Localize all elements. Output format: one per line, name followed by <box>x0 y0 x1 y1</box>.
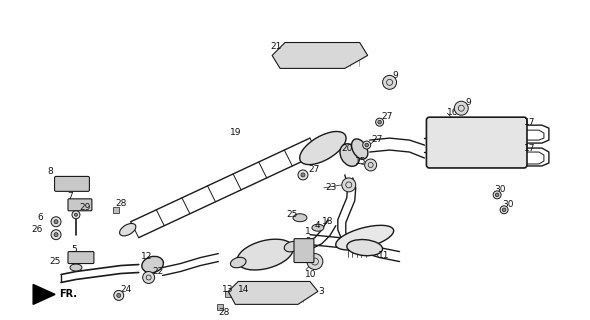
FancyBboxPatch shape <box>294 239 314 262</box>
Text: 23: 23 <box>325 183 336 192</box>
Text: 13: 13 <box>222 285 234 294</box>
Ellipse shape <box>293 214 307 222</box>
Text: 27: 27 <box>372 135 383 144</box>
Ellipse shape <box>237 239 293 270</box>
Text: 30: 30 <box>494 185 506 194</box>
Ellipse shape <box>340 144 359 166</box>
Text: 15: 15 <box>355 157 366 166</box>
Circle shape <box>54 220 58 224</box>
Text: 21: 21 <box>271 42 282 51</box>
Text: FR.: FR. <box>59 289 77 300</box>
Text: 1: 1 <box>305 227 311 236</box>
Text: 26: 26 <box>32 225 43 234</box>
Ellipse shape <box>307 140 323 152</box>
Polygon shape <box>33 284 55 304</box>
Circle shape <box>378 120 381 124</box>
FancyBboxPatch shape <box>68 252 94 264</box>
Circle shape <box>500 206 508 214</box>
Text: 2: 2 <box>305 237 310 246</box>
Text: 4: 4 <box>315 221 320 230</box>
Circle shape <box>363 141 371 149</box>
Text: 17: 17 <box>524 118 536 127</box>
Text: 18: 18 <box>322 217 333 226</box>
Polygon shape <box>272 43 368 68</box>
Circle shape <box>454 101 468 115</box>
FancyBboxPatch shape <box>54 176 90 191</box>
Text: 10: 10 <box>305 270 316 279</box>
Text: 6: 6 <box>37 213 43 222</box>
Circle shape <box>117 293 121 297</box>
Text: 16: 16 <box>447 108 459 117</box>
Text: 30: 30 <box>502 200 514 209</box>
FancyBboxPatch shape <box>68 199 92 211</box>
Text: 28: 28 <box>218 308 230 317</box>
Text: 19: 19 <box>230 128 242 137</box>
Text: 5: 5 <box>71 245 77 254</box>
Text: 25: 25 <box>286 210 297 219</box>
Text: 3: 3 <box>318 287 324 296</box>
Ellipse shape <box>347 240 382 256</box>
Circle shape <box>51 230 61 240</box>
Ellipse shape <box>312 224 324 231</box>
Circle shape <box>383 76 396 89</box>
Circle shape <box>376 118 384 126</box>
Text: 11: 11 <box>378 251 389 260</box>
Circle shape <box>493 191 501 199</box>
Ellipse shape <box>231 257 246 268</box>
Text: 20: 20 <box>342 144 353 153</box>
Text: 24: 24 <box>121 285 132 294</box>
Circle shape <box>298 170 308 180</box>
Text: 7: 7 <box>67 192 73 201</box>
Text: 27: 27 <box>308 165 319 174</box>
Text: 17: 17 <box>524 144 536 153</box>
Ellipse shape <box>300 132 346 164</box>
Text: 8: 8 <box>47 167 53 176</box>
Ellipse shape <box>284 241 300 252</box>
Ellipse shape <box>336 225 394 250</box>
Circle shape <box>51 217 61 227</box>
Circle shape <box>502 208 506 212</box>
Polygon shape <box>228 282 318 304</box>
Ellipse shape <box>120 223 136 236</box>
Text: 27: 27 <box>382 112 393 121</box>
Text: 9: 9 <box>392 71 398 80</box>
FancyBboxPatch shape <box>427 117 527 168</box>
Text: 29: 29 <box>79 203 90 212</box>
Circle shape <box>307 253 323 269</box>
Circle shape <box>365 143 369 147</box>
Text: 28: 28 <box>116 199 127 208</box>
Circle shape <box>74 213 77 216</box>
Ellipse shape <box>352 139 368 159</box>
Ellipse shape <box>142 256 163 273</box>
Circle shape <box>496 193 499 197</box>
Text: 14: 14 <box>238 285 250 294</box>
Circle shape <box>301 173 305 177</box>
Circle shape <box>342 178 356 192</box>
Text: 25: 25 <box>50 257 61 266</box>
Text: 9: 9 <box>466 98 471 107</box>
Circle shape <box>143 271 155 284</box>
Circle shape <box>365 159 376 171</box>
Circle shape <box>72 211 80 219</box>
Text: 12: 12 <box>140 252 152 261</box>
Text: 22: 22 <box>153 267 164 276</box>
Circle shape <box>54 233 58 237</box>
Ellipse shape <box>70 264 82 271</box>
Circle shape <box>114 291 124 300</box>
